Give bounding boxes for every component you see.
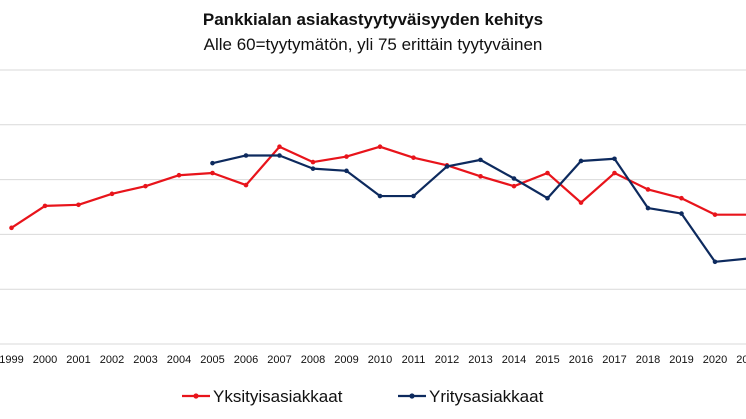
data-point: [310, 159, 316, 165]
data-point: [76, 202, 81, 208]
legend-label-2: Yritysasiakkaat: [429, 387, 544, 406]
legend-marker-2: [409, 393, 415, 399]
data-point: [645, 187, 651, 192]
data-point: [578, 200, 584, 205]
x-tick-label: 2001: [66, 354, 90, 366]
data-point: [143, 183, 148, 189]
x-tick-label: 2007: [267, 354, 291, 366]
x-tick-label: 2014: [502, 354, 526, 366]
x-tick-label: 2011: [402, 354, 426, 366]
chart-title: Pankkialan asiakastyytyväisyyden kehitys: [202, 10, 544, 29]
x-tick-label: 2017: [602, 354, 626, 366]
data-point: [344, 168, 349, 174]
data-point: [411, 193, 416, 199]
data-point: [277, 153, 282, 158]
x-tick-label: 2012: [435, 354, 459, 366]
x-tick-label: 2013: [468, 354, 492, 366]
data-point: [545, 195, 550, 201]
legend-marker-1: [193, 393, 199, 399]
data-point: [377, 144, 383, 150]
data-point: [243, 153, 249, 158]
data-point: [344, 154, 349, 159]
data-point: [478, 174, 483, 179]
data-point: [377, 193, 383, 199]
data-point: [444, 164, 450, 169]
x-tick-label: 2003: [133, 354, 157, 366]
chart-subtitle: Alle 60=tyytymätön, yli 75 erittäin tyyt…: [203, 35, 543, 54]
data-point: [712, 212, 718, 217]
data-point: [578, 158, 584, 164]
data-point: [612, 170, 617, 176]
x-tick-label: 2005: [200, 354, 224, 366]
data-point: [310, 166, 316, 171]
data-point: [176, 172, 182, 178]
data-point: [679, 211, 684, 216]
series-line-1: [10, 145, 746, 229]
data-point: [42, 203, 48, 209]
data-point: [511, 176, 517, 181]
data-point: [511, 183, 517, 189]
data-point: [210, 160, 215, 166]
data-point: [9, 225, 14, 231]
x-tick-label: 2008: [301, 354, 325, 366]
legend-label-1: Yksityisasiakkaat: [213, 387, 343, 406]
data-point: [109, 191, 115, 197]
x-tick-label: 1999: [0, 354, 24, 366]
x-tick-label: 2002: [100, 354, 124, 366]
x-tick-label: 2010: [368, 354, 392, 366]
x-tick-label: 2016: [569, 354, 593, 366]
x-tick-label: 2020: [703, 354, 727, 366]
x-tick-label: 2000: [33, 354, 57, 366]
data-point: [243, 182, 249, 188]
x-tick-label: 2015: [535, 354, 559, 366]
data-point: [277, 144, 282, 150]
data-point: [411, 155, 416, 160]
data-point: [712, 259, 718, 265]
data-point: [679, 195, 684, 201]
data-point: [545, 170, 550, 176]
x-tick-label: 2009: [334, 354, 358, 366]
x-tick-label: 2019: [669, 354, 693, 366]
x-tick-label: 2018: [636, 354, 660, 366]
x-tick-label: 2006: [234, 354, 258, 366]
series-line-2: [212, 154, 746, 263]
data-point: [645, 205, 651, 211]
x-tick-label: 2004: [167, 354, 191, 366]
data-point: [210, 170, 215, 176]
data-point: [478, 157, 483, 163]
data-point: [612, 156, 617, 162]
x-tick-label: 2021: [736, 354, 746, 366]
